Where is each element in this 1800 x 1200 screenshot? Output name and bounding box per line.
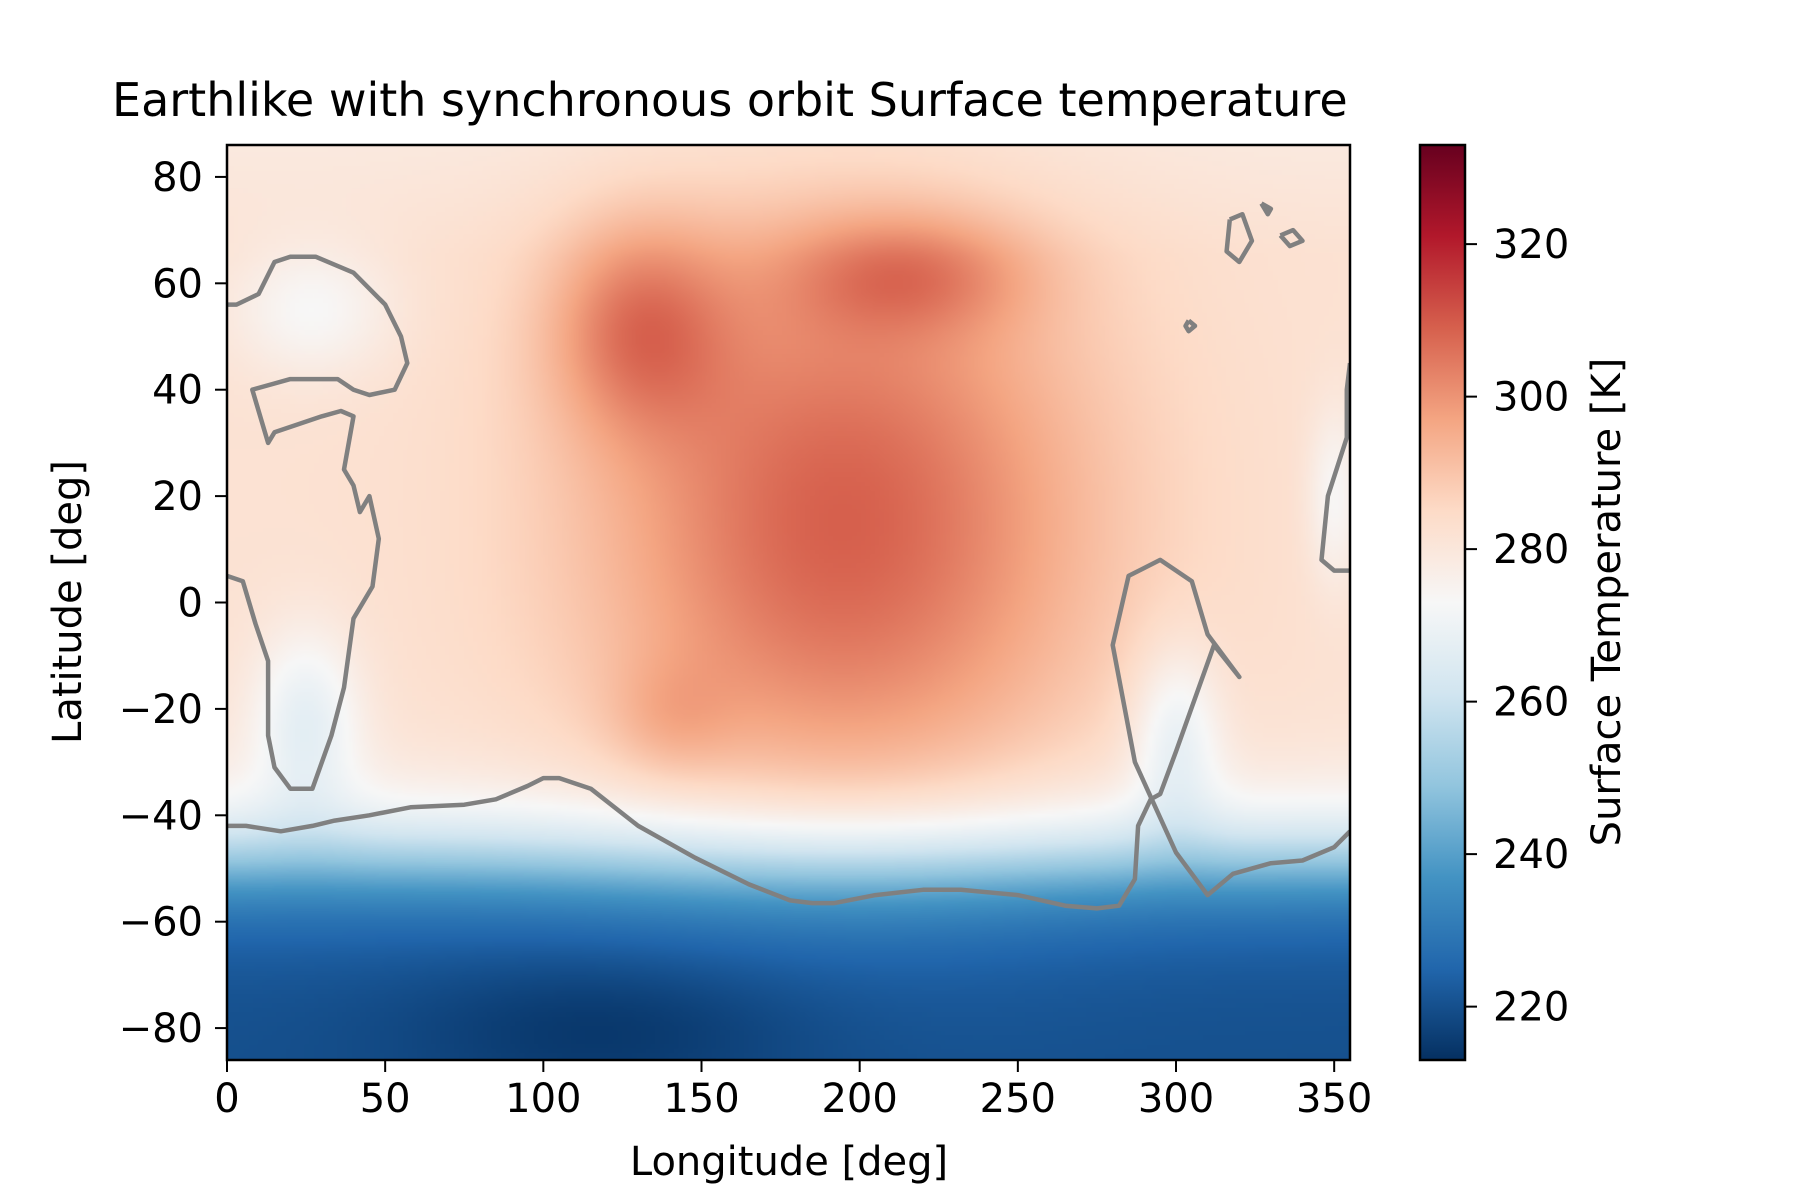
island-3 (1278, 227, 1305, 249)
y-axis-label: Latitude [deg] (45, 460, 91, 744)
colorbar-tick-label: 320 (1493, 222, 1569, 268)
africa-contour (227, 254, 410, 791)
y-axis: 80 60 40 20 0 −20 −40 −60 −80 (119, 155, 227, 1052)
x-tick-label: 100 (505, 1076, 581, 1122)
y-tick-label: −40 (119, 793, 203, 839)
colorbar-tick-label: 260 (1493, 680, 1569, 726)
x-tick-label: 250 (980, 1076, 1056, 1122)
y-tick-label: −60 (119, 900, 203, 946)
x-tick-label: 350 (1296, 1076, 1372, 1122)
colorbar-tick-label: 240 (1493, 832, 1569, 878)
temperature-heatmap (227, 145, 1350, 1060)
colorbar-tick-label: 280 (1493, 527, 1569, 573)
x-axis-label: Longitude [deg] (630, 1139, 948, 1185)
y-tick-label: 60 (152, 261, 203, 307)
x-tick-label: 200 (821, 1076, 897, 1122)
y-tick-label: −80 (119, 1006, 203, 1052)
y-tick-label: 20 (152, 474, 203, 520)
colorbar: 320 300 280 260 240 220 Surface Temperature [… (1418, 143, 1630, 1062)
colorbar-label: Surface Temperature [K] (1584, 358, 1630, 847)
x-tick-label: 50 (360, 1076, 411, 1122)
x-tick-label: 300 (1138, 1076, 1214, 1122)
colorbar-tick-label: 220 (1493, 985, 1569, 1031)
x-tick-label: 0 (214, 1076, 239, 1122)
chart-title: Earthlike with synchronous orbit Surface… (112, 73, 1348, 127)
island-4 (1183, 318, 1198, 334)
y-tick-label: 0 (178, 581, 203, 627)
y-tick-label: 80 (152, 155, 203, 201)
colorbar-bar (1418, 143, 1467, 1062)
x-tick-label: 150 (663, 1076, 739, 1122)
east-contour (1319, 362, 1350, 573)
island-2 (1259, 201, 1274, 217)
colorbar-ticks: 320 300 280 260 240 220 (1465, 222, 1569, 1031)
island-1 (1224, 211, 1255, 265)
x-axis: 0 50 100 150 200 250 300 350 (214, 1060, 1372, 1122)
plot-area (225, 143, 1352, 1062)
y-tick-label: 40 (152, 368, 203, 414)
colorbar-tick-label: 300 (1493, 375, 1569, 421)
y-tick-label: −20 (119, 687, 203, 733)
freezing-contours (227, 201, 1350, 911)
south-contour (227, 557, 1350, 911)
